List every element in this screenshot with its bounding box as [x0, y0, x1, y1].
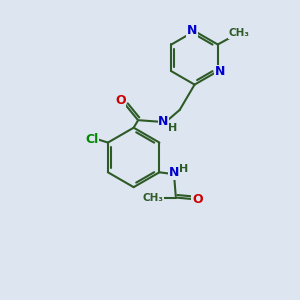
Text: N: N — [187, 24, 197, 37]
Text: Cl: Cl — [85, 133, 98, 146]
Text: CH₃: CH₃ — [142, 193, 163, 202]
Text: N: N — [215, 65, 225, 78]
Text: O: O — [115, 94, 126, 107]
Text: H: H — [179, 164, 188, 174]
Text: CH₃: CH₃ — [229, 28, 250, 38]
Text: N: N — [158, 115, 169, 128]
Text: N: N — [169, 167, 179, 179]
Text: O: O — [192, 193, 203, 206]
Text: H: H — [168, 123, 178, 133]
